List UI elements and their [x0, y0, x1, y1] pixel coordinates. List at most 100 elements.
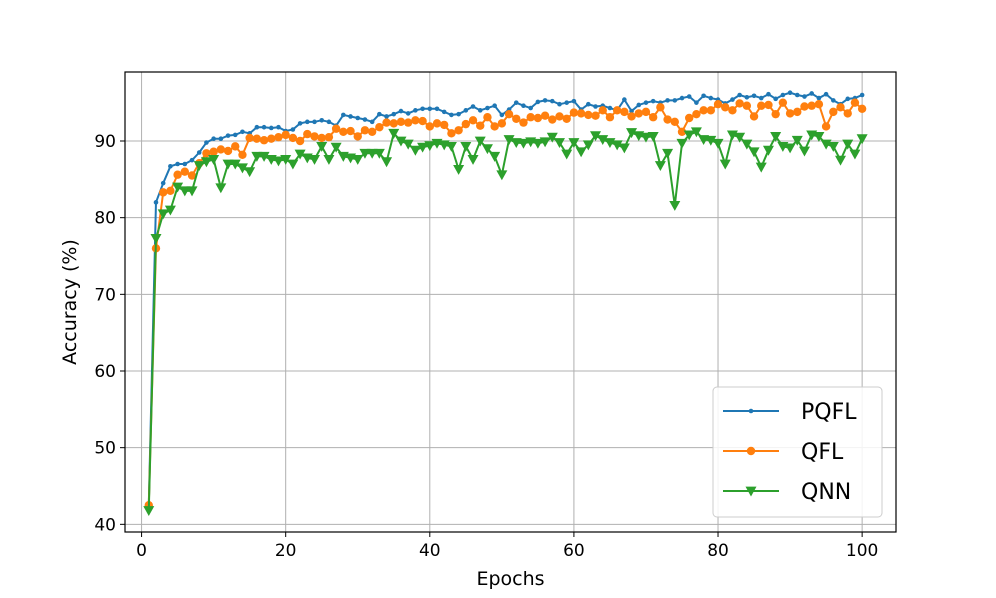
- data-point-qnn: [813, 132, 825, 142]
- data-point-pqfl: [571, 98, 577, 104]
- data-point-pqfl: [816, 95, 822, 101]
- data-point-pqfl: [521, 103, 526, 109]
- data-point-pqfl: [168, 164, 173, 169]
- data-point-qfl: [468, 116, 478, 125]
- data-point-qnn: [784, 143, 796, 154]
- data-point-pqfl: [636, 102, 642, 108]
- data-point-qfl: [259, 136, 269, 145]
- data-point-qfl: [231, 142, 240, 151]
- data-point-pqfl: [362, 117, 368, 122]
- data-point-qnn: [481, 144, 493, 155]
- data-point-qfl: [829, 107, 838, 117]
- data-point-pqfl: [441, 109, 447, 115]
- data-point-qnn: [366, 148, 378, 159]
- data-point-qnn: [705, 135, 717, 146]
- data-point-qnn: [150, 233, 162, 244]
- data-point-pqfl: [384, 114, 389, 119]
- data-point-qfl: [576, 109, 586, 118]
- data-point-qfl: [850, 98, 860, 107]
- data-point-pqfl: [809, 91, 814, 96]
- data-point-pqfl: [542, 98, 548, 103]
- data-point-pqfl: [391, 111, 397, 117]
- legend-marker-pqfl: [748, 408, 754, 414]
- data-point-qfl: [843, 109, 852, 118]
- data-point-qnn: [640, 132, 652, 143]
- data-point-qnn: [575, 147, 587, 158]
- data-point-qnn: [755, 162, 767, 173]
- data-point-qnn: [445, 141, 457, 152]
- data-point-pqfl: [492, 103, 497, 109]
- data-point-pqfl: [348, 114, 353, 119]
- data-point-qnn: [208, 155, 220, 165]
- data-point-qnn: [669, 201, 681, 211]
- data-point-qfl: [706, 106, 716, 115]
- data-point-pqfl: [643, 100, 649, 105]
- data-point-qnn: [381, 157, 393, 168]
- data-point-qnn: [532, 138, 544, 149]
- data-point-qnn: [856, 134, 868, 145]
- legend-label-pqfl: PQFL: [801, 400, 857, 425]
- data-point-qnn: [798, 146, 810, 157]
- data-point-qfl: [562, 114, 571, 123]
- data-point-qnn: [647, 132, 659, 142]
- data-point-qfl: [180, 167, 190, 176]
- data-point-qfl: [209, 147, 218, 156]
- data-point-qnn: [654, 161, 666, 172]
- data-point-pqfl: [463, 108, 469, 113]
- data-point-qnn: [352, 155, 364, 165]
- data-point-qfl: [223, 146, 233, 156]
- data-point-pqfl: [268, 125, 274, 131]
- data-point-qfl: [670, 117, 679, 127]
- data-point-qfl: [598, 106, 607, 115]
- data-point-qfl: [216, 145, 226, 154]
- data-point-qfl: [483, 113, 492, 122]
- data-point-qnn: [395, 136, 407, 147]
- data-point-pqfl: [845, 96, 851, 102]
- data-point-qnn: [683, 130, 695, 141]
- data-point-qfl: [800, 102, 809, 111]
- data-point-qfl: [548, 115, 557, 124]
- data-point-pqfl: [823, 91, 829, 97]
- data-point-qfl: [757, 101, 766, 110]
- data-point-pqfl: [398, 108, 404, 114]
- data-point-qnn: [496, 170, 508, 181]
- data-point-pqfl: [312, 119, 317, 125]
- data-point-qnn: [712, 138, 724, 149]
- data-point-pqfl: [377, 111, 382, 117]
- data-point-qnn: [193, 161, 205, 172]
- data-point-qnn: [590, 131, 602, 142]
- data-point-qfl: [331, 124, 341, 133]
- data-point-pqfl: [679, 95, 685, 101]
- data-point-pqfl: [485, 105, 490, 111]
- data-point-qnn: [827, 141, 839, 152]
- data-point-qnn: [186, 186, 198, 197]
- data-point-pqfl: [586, 101, 591, 107]
- data-point-qnn: [741, 139, 753, 150]
- data-point-pqfl: [189, 157, 195, 163]
- data-point-pqfl: [160, 180, 166, 186]
- data-point-pqfl: [758, 95, 764, 101]
- data-point-qfl: [490, 122, 499, 131]
- legend-label-qnn: QNN: [801, 480, 851, 505]
- data-point-qnn: [179, 186, 191, 197]
- data-point-pqfl: [564, 100, 570, 105]
- data-point-qfl: [612, 106, 622, 115]
- data-point-qfl: [403, 118, 413, 127]
- data-point-qnn: [251, 151, 263, 162]
- data-point-pqfl: [744, 95, 750, 100]
- data-point-qfl: [281, 130, 290, 140]
- data-point-qnn: [676, 138, 688, 149]
- data-point-qfl: [324, 132, 334, 142]
- data-point-qfl: [288, 133, 298, 143]
- data-point-qnn: [517, 138, 529, 149]
- data-point-pqfl: [622, 97, 627, 102]
- data-point-qfl: [749, 112, 759, 121]
- series-qnn: [143, 127, 868, 517]
- data-point-qnn: [618, 143, 630, 154]
- y-tick-label: 80: [94, 209, 116, 229]
- data-point-pqfl: [175, 161, 180, 167]
- data-point-pqfl: [831, 98, 836, 103]
- data-point-qnn: [546, 132, 558, 143]
- data-point-qfl: [425, 122, 434, 131]
- data-point-qfl: [742, 101, 752, 110]
